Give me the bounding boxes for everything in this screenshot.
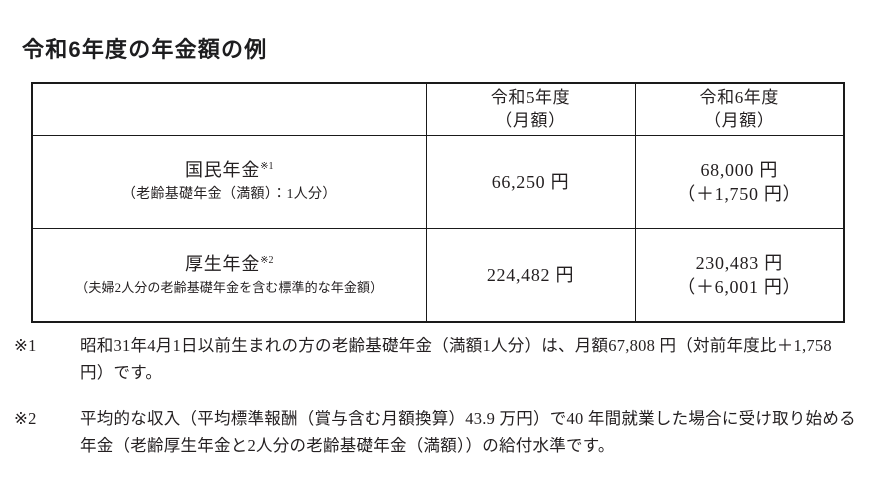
footnote-2-marker: ※2 <box>14 409 37 429</box>
row-label-main: 厚生年金※2 <box>33 253 426 276</box>
amount-value: 224,482 円 <box>486 264 575 285</box>
footnote-1: ※1 昭和31年4月1日以前生まれの方の老齢基礎年金（満額1人分）は、月額67,… <box>14 333 856 386</box>
row-label-kokumin-nenkin: 国民年金※1 （老齢基礎年金（満額）：1人分） <box>31 135 427 229</box>
header-cell-year6: 令和6年度 （月額） <box>634 82 845 136</box>
table-row: 厚生年金※2 （夫婦2人分の老齢基礎年金を含む標準的な年金額） 224,482 … <box>31 228 845 323</box>
row-label-text: 国民年金 <box>184 160 261 180</box>
row-label-sub: （夫婦2人分の老齢基礎年金を含む標準的な年金額） <box>75 280 384 296</box>
pension-amount-table: 令和5年度 （月額） 令和6年度 （月額） 国民年金※1 （老齢基礎年金（満額）… <box>31 82 845 323</box>
amount-delta: （＋6,001 円） <box>677 277 802 297</box>
table-row: 国民年金※1 （老齢基礎年金（満額）：1人分） 66,250 円 68,000 … <box>31 135 845 229</box>
header-year5-line2: （月額） <box>495 110 566 130</box>
amount-value: 230,483 円 <box>695 252 783 273</box>
cell-kokumin-year6: 68,000 円 （＋1,750 円） <box>634 135 845 229</box>
table-header-row: 令和5年度 （月額） 令和6年度 （月額） <box>31 82 845 136</box>
cell-kosei-year5: 224,482 円 <box>425 228 636 323</box>
row-label-sub: （老齢基礎年金（満額）：1人分） <box>121 187 337 203</box>
footnote-1-text: 昭和31年4月1日以前生まれの方の老齢基礎年金（満額1人分）は、月額67,808… <box>80 336 832 382</box>
amount-value: 66,250 円 <box>491 171 570 192</box>
header-year6-line2: （月額） <box>704 110 775 130</box>
header-year6-line1: 令和6年度 <box>699 87 779 107</box>
footnotes: ※1 昭和31年4月1日以前生まれの方の老齢基礎年金（満額1人分）は、月額67,… <box>14 333 856 460</box>
footnote-1-marker: ※1 <box>14 336 37 355</box>
cell-kosei-year6: 230,483 円 （＋6,001 円） <box>634 228 845 323</box>
amount-value: 68,000 円 <box>700 159 779 180</box>
header-cell-blank <box>31 82 427 136</box>
footnote-2: ※2 平均的な収入（平均標準報酬（賞与含む月額換算）43.9 万円）で40 年間… <box>14 406 856 459</box>
amount-delta: （＋1,750 円） <box>677 184 802 204</box>
footnote-marker-icon: ※2 <box>260 254 274 266</box>
row-label-text: 厚生年金 <box>184 253 261 274</box>
page-title: 令和6年度の年金額の例 <box>22 37 268 62</box>
row-label-main: 国民年金※1 <box>33 159 426 182</box>
row-label-kosei-nenkin: 厚生年金※2 （夫婦2人分の老齢基礎年金を含む標準的な年金額） <box>31 228 427 323</box>
footnote-2-text: 平均的な収入（平均標準報酬（賞与含む月額換算）43.9 万円）で40 年間就業し… <box>80 409 856 456</box>
cell-kokumin-year5: 66,250 円 <box>425 135 636 229</box>
header-cell-year5: 令和5年度 （月額） <box>425 82 636 136</box>
footnote-marker-icon: ※1 <box>260 161 274 172</box>
header-year5-line1: 令和5年度 <box>490 87 571 107</box>
